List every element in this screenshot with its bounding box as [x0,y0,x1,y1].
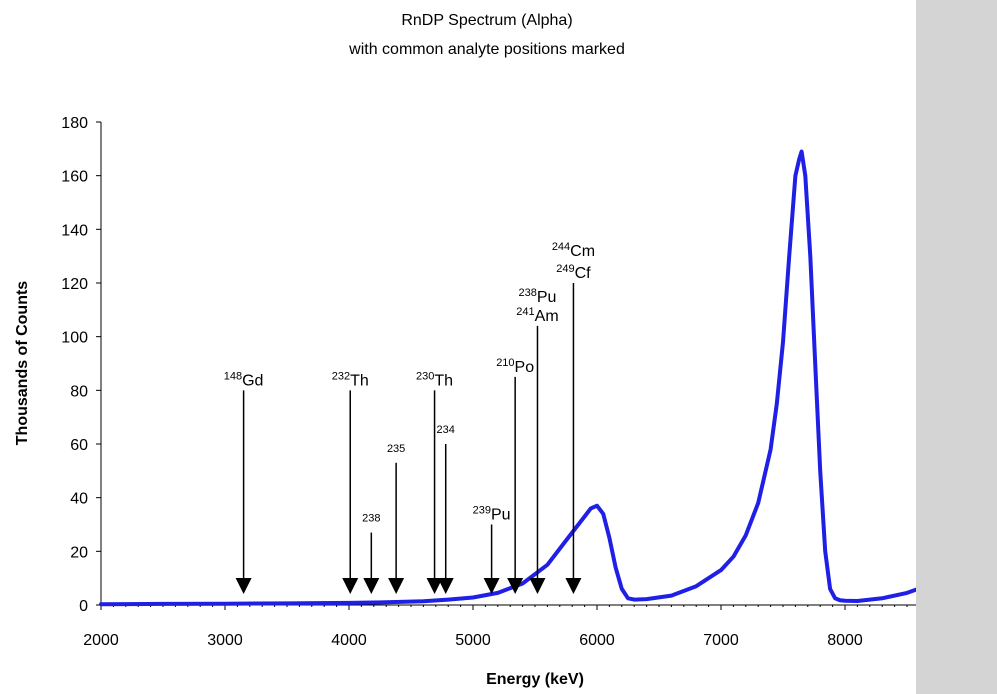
x-tick-label: 8000 [827,632,863,649]
marker-label: 230Th [416,370,453,389]
marker-arrowhead [426,578,443,594]
marker-label: 210Po [496,357,534,376]
y-tick-label: 20 [70,544,88,561]
y-tick-label: 80 [70,383,88,400]
marker-arrowhead [363,578,380,594]
x-tick-label: 5000 [455,632,491,649]
analyte-marker: 210Po [496,357,534,594]
y-axis-label: Thousands of Counts [14,281,31,446]
marker-arrowhead [342,578,359,594]
tick-labels: 2000300040005000600070008000900002040608… [61,115,987,649]
side-panel [916,0,997,694]
analyte-marker: 232Th [332,370,369,594]
analyte-annotation: 244Cm [552,241,595,260]
analyte-marker: 235 [387,443,405,594]
analyte-annotations: 238Pu 244Cm [519,241,596,306]
y-tick-label: 60 [70,437,88,454]
marker-arrowhead [507,578,524,594]
analyte-marker: 249Cf [556,263,591,594]
x-tick-label: 7000 [703,632,739,649]
marker-arrowhead [565,578,582,594]
axes [100,122,969,606]
chart-subtitle: with common analyte positions marked [348,41,625,58]
marker-label: 235 [387,443,405,455]
y-tick-label: 100 [61,330,88,347]
y-tick-label: 140 [61,222,88,239]
x-tick-label: 2000 [83,632,119,649]
y-tick-label: 0 [79,598,88,615]
marker-label: 239Pu [473,505,511,524]
y-tick-label: 40 [70,491,88,508]
x-tick-label: 4000 [331,632,367,649]
y-tick-label: 180 [61,115,88,132]
analyte-marker: 234 [437,424,455,594]
marker-label: 234 [437,424,455,436]
chart-title: RnDP Spectrum (Alpha) [401,12,572,29]
marker-label: 148Gd [224,370,264,389]
marker-label: 238 [362,513,380,525]
marker-arrowhead [483,578,500,594]
y-tick-label: 160 [61,169,88,186]
analyte-marker: 148Gd [224,370,264,594]
analyte-marker: 238 [362,513,380,594]
marker-arrowhead [388,578,405,594]
analyte-marker: 241Am [516,306,559,594]
marker-label: 249Cf [556,263,591,282]
x-tick-label: 6000 [579,632,615,649]
analyte-marker: 230Th [416,370,453,594]
marker-arrowhead [437,578,454,594]
analyte-annotation: 238Pu [519,287,557,306]
analyte-marker: 239Pu [473,505,511,594]
marker-label: 241Am [516,306,558,325]
analyte-markers: 148Gd 232Th238235230Th234239Pu210Po241Am2… [224,263,591,594]
marker-arrowhead [235,578,252,594]
marker-arrowhead [529,578,546,594]
x-axis-label: Energy (keV) [486,671,584,688]
x-tick-label: 3000 [207,632,243,649]
y-tick-label: 120 [61,276,88,293]
spectrum-series-line [99,149,971,607]
marker-label: 232Th [332,370,369,389]
